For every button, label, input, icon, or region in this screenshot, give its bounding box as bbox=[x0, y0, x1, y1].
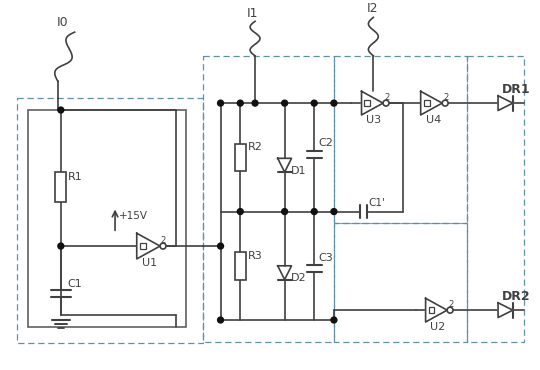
Circle shape bbox=[58, 243, 64, 249]
Circle shape bbox=[311, 209, 317, 215]
Bar bbox=[56, 172, 66, 202]
Text: 1: 1 bbox=[427, 300, 432, 309]
Polygon shape bbox=[278, 266, 292, 280]
Polygon shape bbox=[426, 298, 447, 322]
Circle shape bbox=[237, 209, 243, 215]
Bar bbox=[424, 100, 429, 106]
Text: 2: 2 bbox=[443, 93, 448, 102]
Text: C1': C1' bbox=[368, 198, 386, 208]
Bar bbox=[334, 223, 467, 342]
Text: R3: R3 bbox=[248, 251, 263, 261]
Text: C3: C3 bbox=[318, 253, 333, 263]
Bar bbox=[235, 252, 246, 280]
Circle shape bbox=[160, 243, 166, 249]
Text: 1: 1 bbox=[362, 93, 368, 102]
Text: 2: 2 bbox=[448, 300, 454, 309]
Text: DR1: DR1 bbox=[502, 83, 530, 96]
Bar bbox=[28, 110, 186, 327]
Text: R1: R1 bbox=[68, 172, 83, 182]
Bar bbox=[140, 243, 146, 249]
Text: U4: U4 bbox=[426, 115, 441, 125]
Circle shape bbox=[311, 100, 317, 106]
Text: 1: 1 bbox=[138, 236, 143, 245]
Circle shape bbox=[218, 100, 224, 106]
Circle shape bbox=[218, 317, 224, 323]
Text: U2: U2 bbox=[429, 322, 445, 332]
Bar bbox=[203, 56, 334, 342]
Circle shape bbox=[282, 209, 288, 215]
Text: D2: D2 bbox=[291, 273, 306, 283]
Text: 2: 2 bbox=[384, 93, 389, 102]
Bar bbox=[467, 56, 524, 342]
Circle shape bbox=[282, 100, 288, 106]
Text: DR2: DR2 bbox=[502, 290, 530, 303]
Text: C2: C2 bbox=[318, 138, 333, 148]
Text: +15V: +15V bbox=[119, 211, 148, 222]
Text: R2: R2 bbox=[248, 142, 263, 152]
Text: I1: I1 bbox=[247, 7, 259, 20]
Text: D1: D1 bbox=[291, 166, 306, 176]
Circle shape bbox=[447, 307, 453, 313]
Circle shape bbox=[237, 100, 243, 106]
Circle shape bbox=[331, 209, 337, 215]
Circle shape bbox=[383, 100, 389, 106]
Circle shape bbox=[331, 317, 337, 323]
Polygon shape bbox=[498, 96, 513, 111]
Polygon shape bbox=[421, 91, 442, 115]
Text: U3: U3 bbox=[367, 115, 382, 125]
Text: I0: I0 bbox=[57, 16, 69, 29]
Circle shape bbox=[218, 243, 224, 249]
Text: C1: C1 bbox=[68, 279, 83, 289]
Polygon shape bbox=[361, 91, 383, 115]
Polygon shape bbox=[498, 303, 513, 317]
Text: 1: 1 bbox=[422, 93, 427, 102]
Bar bbox=[17, 98, 203, 343]
Polygon shape bbox=[278, 158, 292, 172]
Text: I2: I2 bbox=[367, 3, 378, 16]
Text: 2: 2 bbox=[160, 236, 165, 245]
Circle shape bbox=[442, 100, 448, 106]
Circle shape bbox=[331, 100, 337, 106]
Text: U1: U1 bbox=[141, 258, 157, 268]
Bar bbox=[334, 56, 467, 223]
Bar bbox=[235, 144, 246, 171]
Bar bbox=[429, 307, 435, 313]
Bar bbox=[364, 100, 370, 106]
Circle shape bbox=[58, 107, 64, 113]
Circle shape bbox=[252, 100, 258, 106]
Polygon shape bbox=[137, 233, 160, 259]
